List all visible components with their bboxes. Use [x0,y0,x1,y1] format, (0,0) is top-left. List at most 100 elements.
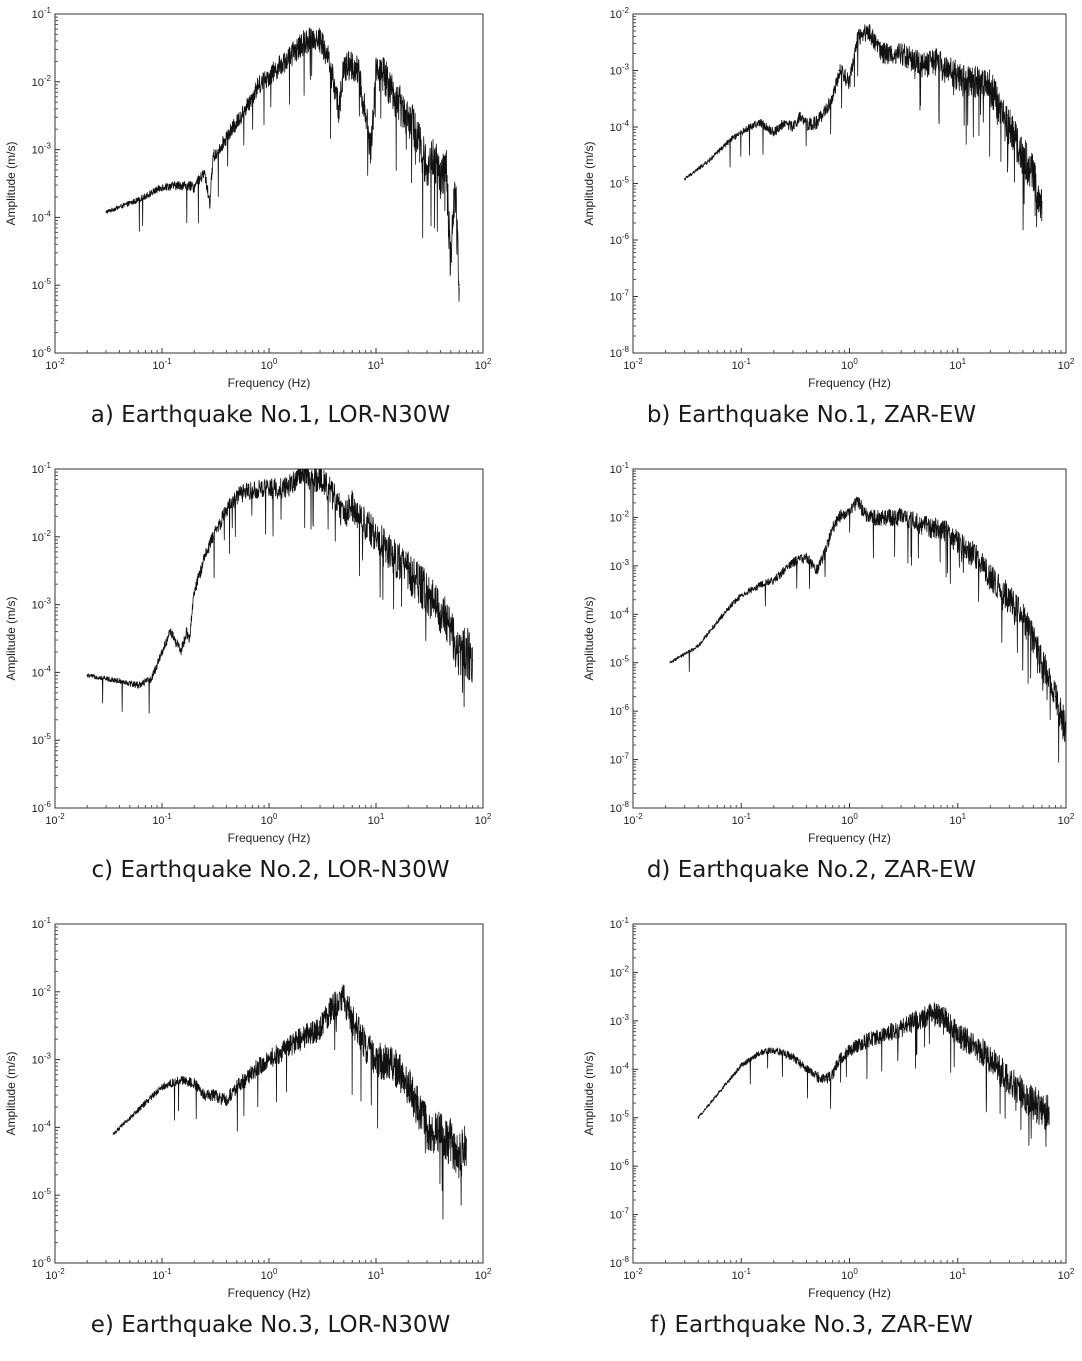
data-point-f [805,1068,808,1070]
data-point-e [225,1099,228,1102]
data-point-a [375,69,377,71]
data-point-b [730,138,732,141]
data-point-c [193,592,195,594]
x-tick-label-e: 10-1 [152,1267,172,1282]
x-tick-label-a: 102 [475,357,492,372]
data-point-f [759,1052,761,1054]
data-point-b [824,109,827,111]
y-tick-label-d: 10-3 [610,558,630,573]
y-tick-label-d: 10-6 [610,703,630,718]
y-tick-label-f: 10-4 [610,1061,630,1076]
data-point-b [1032,172,1035,175]
y-tick-label-a: 10-6 [32,345,52,360]
data-point-e [203,1094,206,1096]
y-axis-a: 10-6 10-5 10-4 10-3 10-2 10-1 [32,6,60,360]
data-point-c [212,536,214,538]
y-tick-label-a: 10-3 [32,142,52,157]
data-point-e [332,1006,335,1008]
x-tick-label-b: 10-1 [732,357,752,372]
y-tick-label-b: 10-2 [610,6,630,21]
series-line-f [698,1002,1050,1148]
data-point-d [1060,715,1062,717]
y-tick-label-e: 10-1 [32,916,52,931]
x-tick-label-d: 10-1 [732,812,752,827]
data-point-e [394,1065,396,1067]
data-point-f [1048,1113,1050,1115]
x-tick-label-a: 10-2 [45,357,65,372]
data-point-a [244,108,246,110]
data-point-f [792,1056,794,1058]
data-point-d [832,527,834,529]
data-point-b [805,124,808,126]
y-tick-label-b: 10-6 [610,232,630,247]
data-point-b [708,160,710,162]
y-tick-label-d: 10-8 [610,800,630,815]
data-point-a [458,284,460,286]
data-point-c [458,651,460,653]
data-point-f [740,1064,742,1067]
y-tick-label-f: 10-6 [610,1158,630,1173]
x-axis-title-b: Frequency (Hz) [808,376,891,390]
data-point-f [976,1045,978,1047]
data-point-b [799,116,801,118]
x-tick-label-f: 10-1 [732,1267,752,1282]
data-point-b [848,82,851,84]
y-tick-label-e: 10-3 [32,1052,52,1067]
caption-c: c) Earthquake No.2, LOR-N30W [91,857,450,883]
data-point-b [749,126,751,128]
x-axis-a: 10-2 10-1 100 101 102 [45,348,492,372]
caption-e: e) Earthquake No.3, LOR-N30W [90,1312,451,1338]
caption-b: b) Earthquake No.1, ZAR-EW [646,402,977,428]
data-point-a [454,184,456,186]
data-point-a [137,199,139,201]
series-line-a [105,27,460,302]
data-point-f [881,1034,883,1037]
data-point-e [351,1018,353,1020]
data-point-a [383,75,386,78]
x-tick-label-f: 102 [1058,1267,1075,1282]
data-point-a [251,96,254,98]
y-tick-label-b: 10-4 [610,119,630,134]
series-line-c [86,468,474,714]
y-tick-label-c: 10-6 [32,800,52,815]
x-tick-label-b: 102 [1058,357,1075,372]
y-tick-label-a: 10-2 [32,74,52,89]
y-tick-label-a: 10-4 [32,209,52,224]
data-point-d [1048,676,1050,678]
data-point-c [426,592,428,594]
data-point-d [759,584,761,586]
data-point-d [857,502,859,504]
panel-f: 10-2 10-1 100 101 102 Frequency (Hz) 10-8 10-7 1… [541,910,1082,1361]
y-tick-label-f: 10-1 [610,916,630,931]
data-point-d [838,516,840,519]
data-point-d [933,527,935,529]
data-point-a [203,172,206,174]
data-point-c [225,509,228,511]
data-point-c [180,651,182,653]
data-point-f [832,1073,834,1075]
x-tick-label-b: 100 [841,357,858,372]
data-point-d [824,550,827,552]
data-point-e [287,1047,289,1049]
data-point-a [236,122,238,124]
data-point-c [169,630,172,633]
data-point-f [989,1060,991,1062]
data-point-e [417,1106,420,1108]
data-point-d [957,542,959,544]
y-axis-d: 10-8 10-7 10-6 10-5 10-4 10-3 10-2 10-1 [610,461,638,815]
data-point-d [1008,599,1010,601]
data-point-a [300,44,302,46]
data-point-a [193,186,195,188]
x-tick-label-d: 10-2 [623,812,643,827]
x-axis-c: 10-2 10-1 100 101 102 [45,803,492,827]
data-point-b [684,178,686,180]
data-point-a [450,264,452,266]
x-axis-title-c: Frequency (Hz) [228,831,311,845]
y-axis-b: 10-8 10-7 10-6 10-5 10-4 10-3 10-2 [610,6,638,360]
data-point-d [1054,695,1057,698]
data-point-e [236,1085,238,1088]
data-point-e [268,1059,270,1061]
